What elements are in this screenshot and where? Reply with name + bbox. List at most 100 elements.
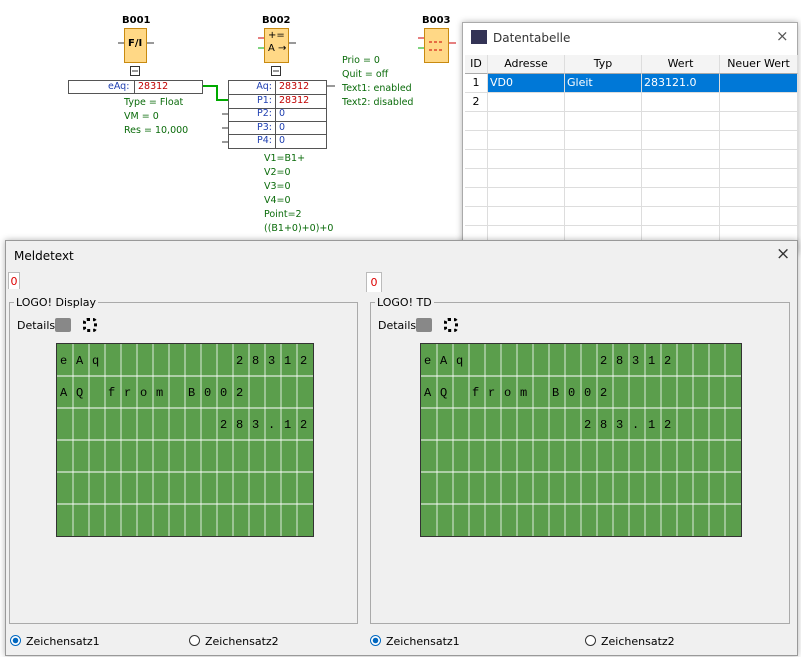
empty-cell[interactable] — [720, 188, 798, 207]
empty-cell[interactable] — [642, 131, 720, 150]
param: Text1: enabled — [342, 84, 412, 94]
empty-cell[interactable] — [465, 188, 488, 207]
empty-cell[interactable] — [720, 74, 798, 93]
empty-cell[interactable] — [565, 131, 642, 150]
empty-cell[interactable] — [642, 112, 720, 131]
window-title: Datentabelle — [493, 32, 570, 44]
row-label: P1: — [250, 96, 272, 106]
radio-label[interactable]: Zeichensatz2 — [601, 636, 675, 647]
radio-button[interactable] — [10, 635, 21, 646]
row-value: 28312 — [279, 96, 309, 106]
group-label: LOGO! Display — [14, 297, 98, 308]
row-label: P4: — [250, 136, 272, 146]
empty-cell[interactable] — [465, 207, 488, 226]
row-label: Aq: — [250, 82, 272, 92]
empty-cell[interactable] — [565, 93, 642, 112]
param: Text2: disabled — [342, 98, 413, 108]
row-value: 0 — [279, 123, 285, 133]
empty-cell[interactable] — [565, 188, 642, 207]
empty-cell[interactable] — [565, 207, 642, 226]
empty-cell[interactable] — [465, 150, 488, 169]
details-label: Details — [378, 320, 416, 331]
lcd-display: eAq 28312 AQ from B002 283.12 — [420, 343, 742, 537]
empty-cell[interactable] — [642, 207, 720, 226]
empty-cell[interactable] — [488, 112, 565, 131]
toggle-icon[interactable] — [83, 318, 97, 332]
lcd-grid — [421, 344, 741, 536]
empty-cell[interactable] — [488, 169, 565, 188]
lcd-line: AQ from B002 — [424, 386, 616, 400]
column-header: Wert — [642, 55, 720, 74]
block-name: B001 — [122, 16, 151, 26]
close-button[interactable]: × — [776, 246, 790, 263]
radio-button[interactable] — [585, 635, 596, 646]
empty-cell[interactable] — [488, 131, 565, 150]
lcd-line: 283.12 — [424, 418, 680, 432]
empty-cell[interactable] — [720, 112, 798, 131]
empty-cell[interactable] — [720, 207, 798, 226]
tab[interactable]: 0 — [8, 272, 20, 289]
table-cell[interactable]: 1 — [465, 74, 488, 93]
radio-label[interactable]: Zeichensatz1 — [26, 636, 100, 647]
block[interactable] — [424, 28, 449, 63]
param: Res = 10,000 — [124, 126, 188, 136]
empty-cell[interactable] — [488, 188, 565, 207]
empty-cell[interactable] — [720, 169, 798, 188]
column-header: Typ — [565, 55, 642, 74]
lcd-display: eAq 28312AQ from B002 283.12 — [56, 343, 314, 537]
empty-cell[interactable] — [465, 169, 488, 188]
data-table-window: Datentabelle × IDAdresseTypWertNeuer Wer… — [462, 22, 798, 254]
column-header: ID — [465, 55, 488, 74]
row-value: 28312 — [138, 82, 168, 92]
tab[interactable]: 0 — [366, 272, 382, 292]
empty-cell[interactable] — [642, 150, 720, 169]
edit-icon[interactable] — [55, 318, 71, 332]
empty-cell[interactable] — [488, 93, 565, 112]
param: V1=B1+ — [264, 154, 305, 164]
row-label: P3: — [250, 123, 272, 133]
empty-cell[interactable] — [642, 188, 720, 207]
group-label: LOGO! TD — [375, 297, 434, 308]
lcd-line: eAq 28312 — [424, 354, 680, 368]
details-label: Details — [17, 320, 55, 331]
empty-cell[interactable] — [642, 169, 720, 188]
row-value: 0 — [279, 109, 285, 119]
empty-cell[interactable] — [488, 150, 565, 169]
empty-cell[interactable] — [565, 112, 642, 131]
row-label: eAq: — [108, 82, 129, 92]
empty-cell[interactable] — [465, 131, 488, 150]
param: ((B1+0)+0)+0 — [264, 224, 333, 234]
empty-cell[interactable] — [720, 93, 798, 112]
param: V2=0 — [264, 168, 291, 178]
param: V3=0 — [264, 182, 291, 192]
empty-cell[interactable] — [488, 207, 565, 226]
radio-label[interactable]: Zeichensatz2 — [205, 636, 279, 647]
column-header: Adresse — [488, 55, 565, 74]
block-name: B003 — [422, 16, 451, 26]
empty-cell[interactable] — [465, 112, 488, 131]
empty-cell[interactable] — [565, 169, 642, 188]
empty-cell[interactable] — [565, 150, 642, 169]
radio-label[interactable]: Zeichensatz1 — [386, 636, 460, 647]
lcd-line: eAq 28312 — [60, 354, 316, 368]
column-header: Neuer Wert — [720, 55, 798, 74]
table-cell[interactable]: 2 — [465, 93, 488, 112]
table-cell[interactable]: VD0 — [488, 74, 565, 93]
radio-button[interactable] — [189, 635, 200, 646]
param: VM = 0 — [124, 112, 159, 122]
empty-cell[interactable] — [720, 150, 798, 169]
empty-cell[interactable] — [720, 131, 798, 150]
edit-icon[interactable] — [416, 318, 432, 332]
radio-button[interactable] — [370, 635, 381, 646]
toggle-icon[interactable] — [444, 318, 458, 332]
block-symbol: += — [268, 31, 285, 41]
empty-cell[interactable] — [642, 93, 720, 112]
param: Type = Float — [124, 98, 183, 108]
app-icon — [471, 30, 487, 44]
table-cell[interactable]: 283121.0 — [642, 74, 720, 93]
param: V4=0 — [264, 196, 291, 206]
close-button[interactable]: × — [776, 29, 789, 44]
row-value: 0 — [279, 136, 285, 146]
table-cell[interactable]: Gleit — [565, 74, 642, 93]
